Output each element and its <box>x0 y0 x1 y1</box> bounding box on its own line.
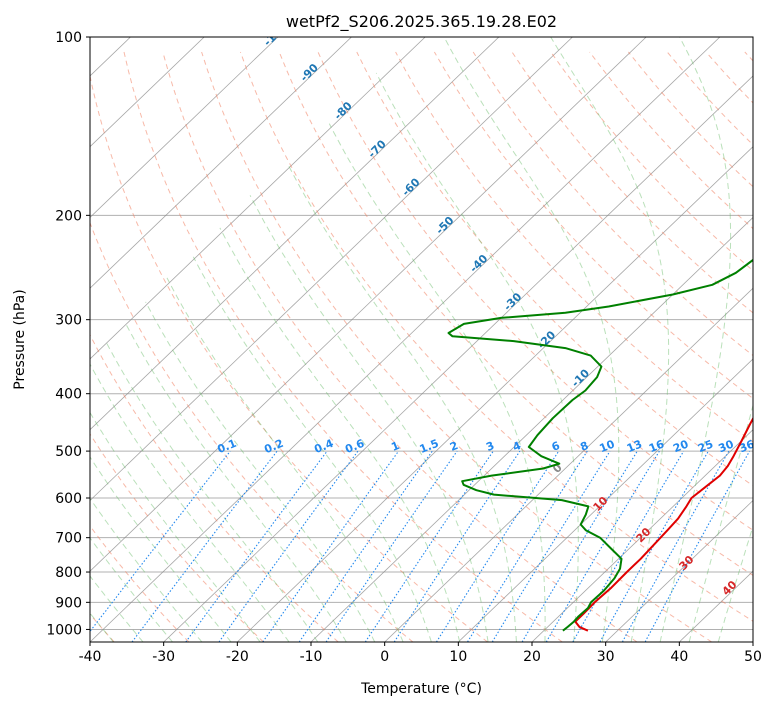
x-tick-label: 30 <box>597 649 615 665</box>
y-tick-label: 400 <box>55 387 82 403</box>
x-axis-label: Temperature (°C) <box>360 681 482 697</box>
y-axis-label: Pressure (hPa) <box>12 289 28 389</box>
x-tick-label: -10 <box>300 649 323 665</box>
x-tick-label: 0 <box>380 649 389 665</box>
y-tick-label: 1000 <box>46 622 82 638</box>
x-tick-label: 20 <box>523 649 541 665</box>
y-tick-label: 900 <box>55 595 82 611</box>
y-tick-label: 700 <box>55 531 82 547</box>
x-tick-label: -20 <box>226 649 249 665</box>
y-tick-label: 200 <box>55 208 82 224</box>
x-tick-label: 50 <box>744 649 762 665</box>
x-tick-label: -30 <box>152 649 175 665</box>
y-tick-label: 300 <box>55 313 82 329</box>
y-tick-label: 600 <box>55 491 82 507</box>
x-tick-label: 10 <box>449 649 467 665</box>
x-tick-label: -40 <box>79 649 102 665</box>
y-tick-label: 800 <box>55 565 82 581</box>
y-tick-label: 100 <box>55 30 82 46</box>
x-tick-label: 40 <box>670 649 688 665</box>
chart-title: wetPf2_S206.2025.365.19.28.E02 <box>286 12 557 32</box>
y-tick-label: 500 <box>55 444 82 460</box>
